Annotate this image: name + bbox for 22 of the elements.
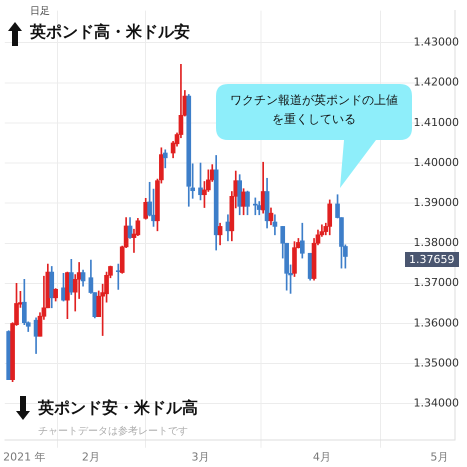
annotation: 英ポンド高・米ドル安 bbox=[30, 22, 190, 43]
x-tick-label: 2021 年 bbox=[3, 450, 46, 464]
x-tick-label: 4月 bbox=[312, 450, 331, 464]
y-tick-label: 1.37000 bbox=[414, 276, 459, 290]
y-tick-label: 1.41000 bbox=[414, 116, 459, 129]
annotation: 1.37659 bbox=[405, 252, 458, 267]
y-tick-label: 1.43000 bbox=[414, 36, 459, 49]
y-tick-label: 1.38000 bbox=[414, 236, 459, 250]
annotation: 英ポンド安・米ドル高 bbox=[38, 398, 198, 419]
x-tick-label: 5月 bbox=[430, 450, 448, 464]
annotation: チャートデータは参考レートです bbox=[38, 424, 188, 438]
candlestick bbox=[198, 162, 203, 200]
annotation: ワクチン報道が英ポンドの上値を重くしている bbox=[229, 92, 399, 128]
y-tick-label: 1.34000 bbox=[414, 396, 459, 410]
y-tick-label: 1.42000 bbox=[414, 76, 459, 89]
y-tick-label: 1.36000 bbox=[414, 316, 459, 330]
annotation: 日足 bbox=[30, 5, 50, 18]
y-tick-label: 1.39000 bbox=[414, 196, 459, 209]
x-tick-label: 3月 bbox=[192, 450, 210, 464]
y-tick-label: 1.40000 bbox=[414, 156, 459, 169]
x-tick-label: 2月 bbox=[82, 450, 100, 464]
y-tick-label: 1.35000 bbox=[414, 356, 459, 370]
